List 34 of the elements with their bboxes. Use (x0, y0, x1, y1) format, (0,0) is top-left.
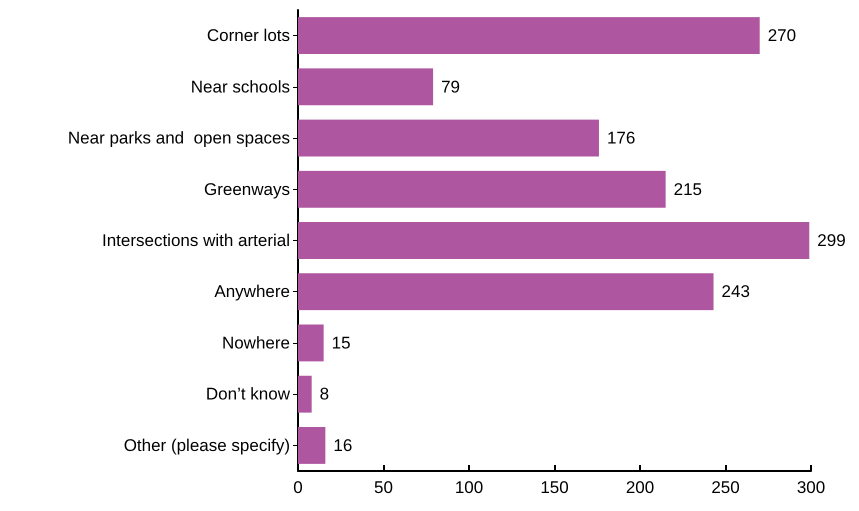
y-tick-label: Greenways (204, 180, 290, 199)
x-tick-label: 200 (626, 478, 654, 497)
bar (298, 273, 714, 310)
data-label: 215 (674, 180, 702, 199)
data-label: 16 (333, 436, 352, 455)
x-tick-label: 0 (293, 478, 303, 497)
x-tick-label: 300 (796, 478, 826, 497)
data-label: 8 (320, 384, 330, 404)
y-tick-label: Anywhere (214, 282, 290, 302)
bar (298, 222, 810, 259)
data-label: 270 (768, 26, 796, 46)
y-tick-label: Nowhere (222, 333, 290, 352)
y-tick-label: Near schools (190, 77, 290, 96)
bar (298, 17, 760, 54)
bar (298, 324, 324, 362)
data-label: 79 (441, 77, 460, 96)
x-tick-label: 150 (540, 478, 569, 497)
data-label: 15 (332, 333, 351, 352)
y-tick-label: Don’t know (206, 384, 291, 404)
data-label: 243 (722, 282, 750, 302)
x-tick-label: 100 (454, 478, 484, 497)
y-tick-label: Intersections with arterial (102, 231, 290, 250)
data-label: 299 (817, 231, 846, 250)
bar (298, 170, 666, 208)
bar (298, 68, 434, 106)
y-tick-label: Corner lots (206, 26, 290, 46)
bar (298, 376, 312, 413)
bar (298, 120, 599, 156)
x-tick-label: 50 (374, 478, 393, 497)
bar (298, 426, 326, 464)
data-label: 176 (606, 128, 636, 148)
y-tick-label: Other (please specify) (124, 436, 290, 455)
y-tick-label: Near parks and open spaces (68, 128, 290, 148)
x-tick-label: 250 (711, 478, 740, 497)
